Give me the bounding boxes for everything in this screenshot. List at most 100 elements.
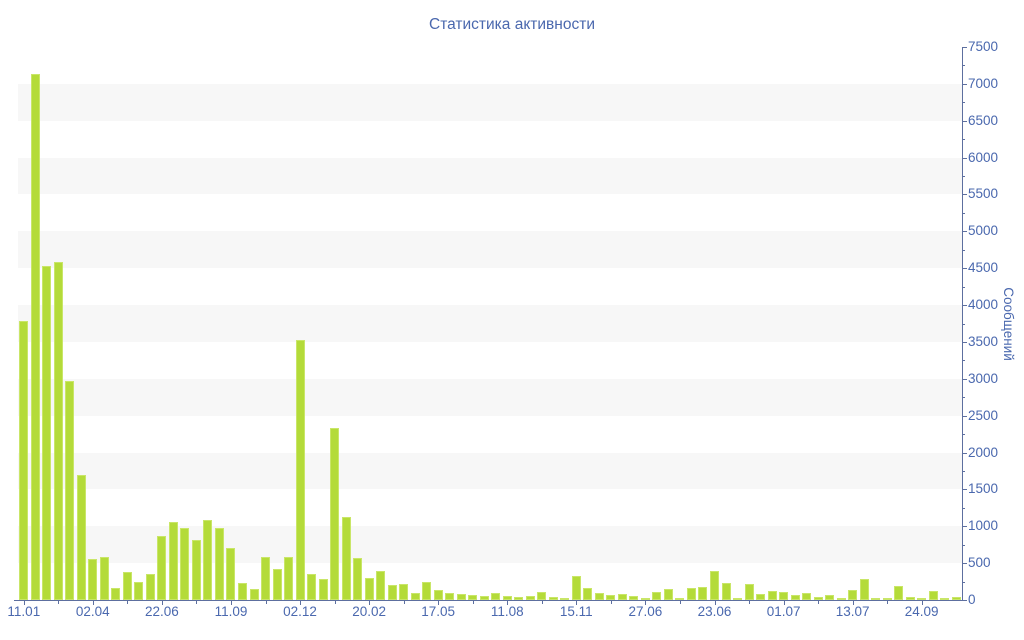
- bar[interactable]: [905, 597, 915, 600]
- bar[interactable]: [410, 593, 420, 600]
- bar[interactable]: [502, 596, 512, 600]
- bar[interactable]: [226, 547, 236, 600]
- bar[interactable]: [53, 261, 63, 600]
- bar[interactable]: [376, 570, 386, 600]
- bar[interactable]: [134, 582, 144, 600]
- bar[interactable]: [629, 595, 639, 600]
- bar[interactable]: [353, 558, 363, 600]
- bar[interactable]: [180, 527, 190, 600]
- bar[interactable]: [848, 589, 858, 600]
- y-tick: [962, 83, 967, 85]
- bar[interactable]: [491, 593, 501, 600]
- y-tick: [962, 157, 967, 159]
- bar[interactable]: [744, 584, 754, 600]
- x-tick: [161, 601, 163, 605]
- y-tick-label: 4000: [968, 297, 999, 313]
- bar[interactable]: [606, 594, 616, 600]
- bar[interactable]: [99, 556, 109, 600]
- bar[interactable]: [779, 591, 789, 600]
- bar[interactable]: [894, 586, 904, 600]
- bar[interactable]: [111, 587, 121, 600]
- bar[interactable]: [721, 583, 731, 600]
- bar[interactable]: [663, 588, 673, 600]
- bar[interactable]: [479, 595, 489, 600]
- bar[interactable]: [951, 596, 961, 600]
- bar[interactable]: [514, 597, 524, 600]
- bar[interactable]: [214, 527, 224, 600]
- bar[interactable]: [594, 592, 604, 600]
- bar[interactable]: [42, 266, 52, 600]
- bar[interactable]: [284, 556, 294, 600]
- bar[interactable]: [928, 591, 938, 600]
- bar[interactable]: [640, 598, 650, 600]
- bar[interactable]: [468, 594, 478, 600]
- bar[interactable]: [445, 593, 455, 600]
- bar[interactable]: [756, 593, 766, 600]
- y-tick: [962, 452, 967, 454]
- bar[interactable]: [318, 578, 328, 600]
- bar[interactable]: [882, 597, 892, 600]
- bar[interactable]: [560, 597, 570, 600]
- bar[interactable]: [571, 575, 581, 600]
- bar[interactable]: [733, 597, 742, 600]
- bar[interactable]: [917, 598, 927, 600]
- bar[interactable]: [65, 381, 75, 600]
- bar[interactable]: [802, 593, 812, 600]
- bar[interactable]: [261, 557, 270, 600]
- bar[interactable]: [249, 588, 259, 600]
- y-tick-label: 7500: [968, 39, 999, 54]
- bar[interactable]: [617, 593, 627, 600]
- y-minor-tick: [962, 176, 965, 178]
- bar[interactable]: [237, 583, 247, 600]
- bar[interactable]: [698, 587, 708, 600]
- bar[interactable]: [813, 597, 823, 600]
- bar[interactable]: [122, 572, 132, 600]
- x-tick-label: 17.05: [421, 604, 456, 619]
- bar[interactable]: [433, 589, 443, 600]
- bar[interactable]: [825, 595, 835, 600]
- bar[interactable]: [675, 597, 685, 600]
- bar[interactable]: [295, 339, 305, 600]
- bar[interactable]: [686, 587, 696, 600]
- bar[interactable]: [583, 588, 593, 600]
- bar[interactable]: [157, 535, 167, 600]
- bar[interactable]: [790, 594, 800, 600]
- bar[interactable]: [859, 579, 869, 600]
- x-tick: [921, 601, 923, 605]
- bar[interactable]: [203, 519, 213, 600]
- bar[interactable]: [767, 590, 777, 600]
- bar[interactable]: [168, 521, 178, 600]
- bar[interactable]: [330, 428, 340, 600]
- x-tick-label: 13.07: [835, 604, 870, 619]
- bar[interactable]: [548, 597, 558, 600]
- bar[interactable]: [272, 569, 282, 600]
- background-band: [18, 157, 962, 195]
- bar[interactable]: [940, 597, 950, 600]
- bar[interactable]: [191, 540, 201, 600]
- bar[interactable]: [88, 558, 98, 600]
- bar[interactable]: [387, 584, 397, 600]
- bar[interactable]: [836, 598, 846, 600]
- x-tick-label: 02.04: [75, 604, 110, 619]
- bar[interactable]: [76, 474, 86, 600]
- bar[interactable]: [422, 581, 432, 600]
- x-tick: [645, 601, 647, 605]
- bar[interactable]: [399, 583, 409, 600]
- x-minor-tick: [610, 601, 612, 604]
- bar[interactable]: [652, 591, 662, 600]
- bar[interactable]: [19, 320, 29, 600]
- bar[interactable]: [709, 571, 719, 600]
- y-minor-tick: [962, 286, 965, 288]
- y-tick: [962, 120, 967, 122]
- bar[interactable]: [307, 574, 317, 600]
- x-minor-tick: [749, 601, 750, 604]
- bar[interactable]: [456, 594, 466, 600]
- bar[interactable]: [30, 74, 40, 600]
- bar[interactable]: [145, 573, 155, 600]
- bar[interactable]: [525, 595, 535, 600]
- bar[interactable]: [341, 516, 351, 600]
- bar[interactable]: [537, 591, 547, 600]
- x-tick: [92, 601, 94, 605]
- bar[interactable]: [364, 577, 374, 600]
- bar[interactable]: [871, 598, 881, 600]
